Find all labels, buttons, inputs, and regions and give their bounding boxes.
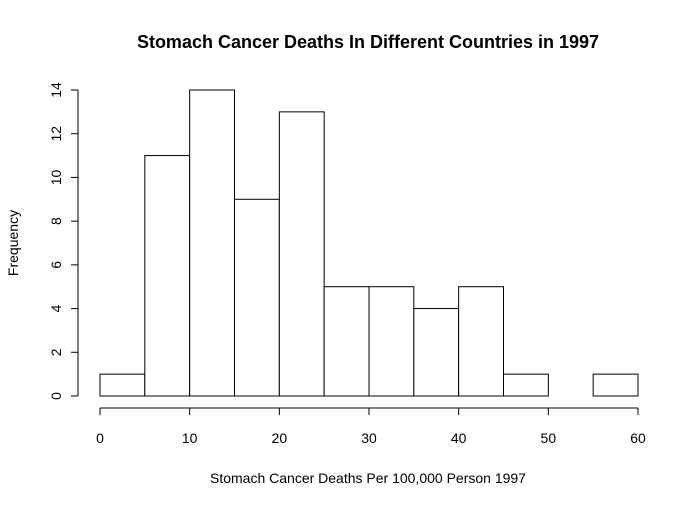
x-tick-label: 60 bbox=[630, 430, 646, 446]
bars-group bbox=[99, 89, 639, 397]
x-tick-label: 10 bbox=[182, 430, 198, 446]
histogram-bar bbox=[99, 373, 146, 397]
y-tick-label: 2 bbox=[48, 348, 64, 356]
histogram-bar bbox=[144, 155, 191, 397]
y-tick-label: 0 bbox=[48, 392, 64, 400]
chart-title: Stomach Cancer Deaths In Different Count… bbox=[137, 32, 599, 52]
x-tick-label: 20 bbox=[272, 430, 288, 446]
histogram-bar bbox=[368, 286, 415, 397]
histogram-bar bbox=[592, 373, 639, 397]
histogram-bar bbox=[278, 111, 325, 397]
x-tick-label: 0 bbox=[96, 430, 104, 446]
y-axis-label: Frequency bbox=[5, 210, 21, 276]
y-tick-label: 6 bbox=[48, 261, 64, 269]
histogram-bar bbox=[234, 198, 280, 397]
y-tick-label: 12 bbox=[48, 126, 64, 142]
histogram-bar bbox=[189, 89, 236, 397]
x-tick-label: 40 bbox=[451, 430, 467, 446]
x-tick-label: 30 bbox=[361, 430, 377, 446]
histogram-bar bbox=[458, 286, 504, 397]
y-tick-label: 10 bbox=[48, 169, 64, 185]
y-tick-label: 4 bbox=[48, 304, 64, 312]
x-axis-label: Stomach Cancer Deaths Per 100,000 Person… bbox=[210, 470, 526, 486]
x-axis: 0 10 20 30 40 50 60 bbox=[96, 407, 646, 446]
y-tick-label: 8 bbox=[48, 217, 64, 225]
histogram-bar bbox=[323, 286, 370, 397]
y-tick-label: 14 bbox=[48, 82, 64, 98]
x-tick-label: 50 bbox=[541, 430, 557, 446]
histogram-bar bbox=[503, 373, 549, 397]
histogram-bar bbox=[413, 308, 460, 397]
y-axis: 0 2 4 6 8 10 12 14 bbox=[48, 82, 79, 400]
